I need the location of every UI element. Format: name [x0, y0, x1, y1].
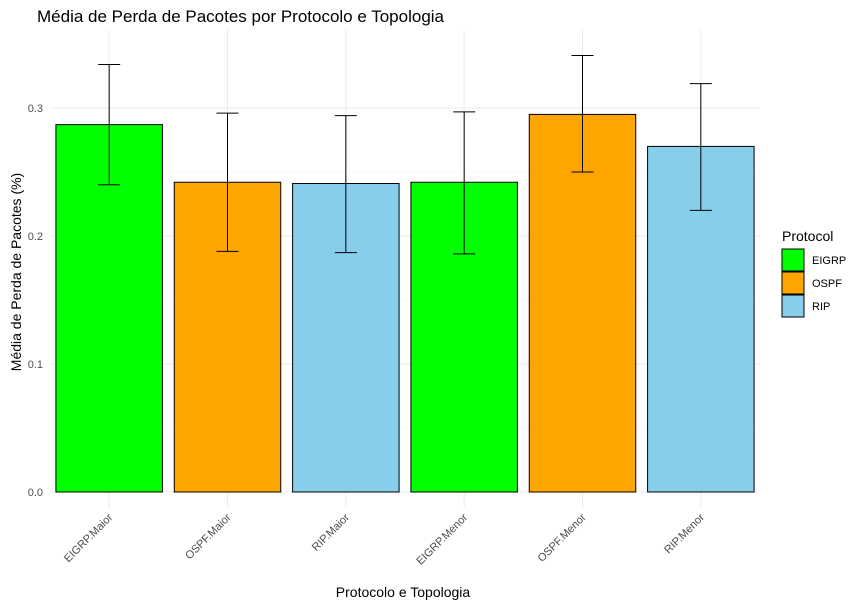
legend: Protocol EIGRP OSPF RIP — [781, 228, 846, 318]
error-bar — [98, 63, 121, 186]
legend-item: RIP — [781, 294, 830, 318]
legend-label: RIP — [812, 301, 830, 313]
x-axis-title: Protocolo e Topologia — [336, 584, 471, 600]
error-bar — [216, 112, 239, 252]
bars — [55, 113, 755, 493]
x-tick-label: OSPF.Maior — [183, 511, 234, 562]
x-tick-label: RIP.Menor — [662, 511, 707, 556]
legend-key — [781, 294, 805, 318]
x-tick-label: EIGRP.Maior — [62, 511, 116, 565]
bar — [55, 124, 163, 493]
bar — [528, 113, 637, 493]
legend-key — [781, 271, 805, 295]
x-tick-label: OSPF.Menor — [536, 511, 589, 564]
legend-title: Protocol — [782, 228, 833, 244]
x-tick-label: EIGRP.Menor — [414, 511, 470, 567]
legend-label: EIGRP — [812, 255, 846, 267]
error-bar — [689, 83, 712, 211]
error-bars — [98, 55, 712, 255]
legend-item: EIGRP — [781, 248, 846, 272]
y-tick-label: 0.3 — [28, 103, 43, 115]
y-axis-title: Média de Perda de Pacotes (%) — [8, 173, 24, 371]
bar — [647, 145, 755, 493]
y-axis-ticks: 0.0 0.1 0.2 0.3 — [28, 103, 43, 499]
chart-title: Média de Perda de Pacotes por Protocolo … — [37, 7, 445, 26]
y-tick-label: 0.1 — [28, 359, 43, 371]
error-bar — [334, 115, 357, 254]
legend-key — [781, 248, 805, 272]
y-tick-label: 0.2 — [28, 231, 43, 243]
y-tick-label: 0.0 — [28, 487, 43, 499]
error-bar — [453, 111, 476, 255]
legend-label: OSPF — [812, 278, 842, 290]
error-bar — [571, 55, 594, 173]
x-axis-ticks: EIGRP.Maior OSPF.Maior RIP.Maior EIGRP.Meno… — [62, 511, 707, 567]
legend-item: OSPF — [781, 271, 842, 295]
x-tick-label: RIP.Maior — [310, 511, 352, 553]
